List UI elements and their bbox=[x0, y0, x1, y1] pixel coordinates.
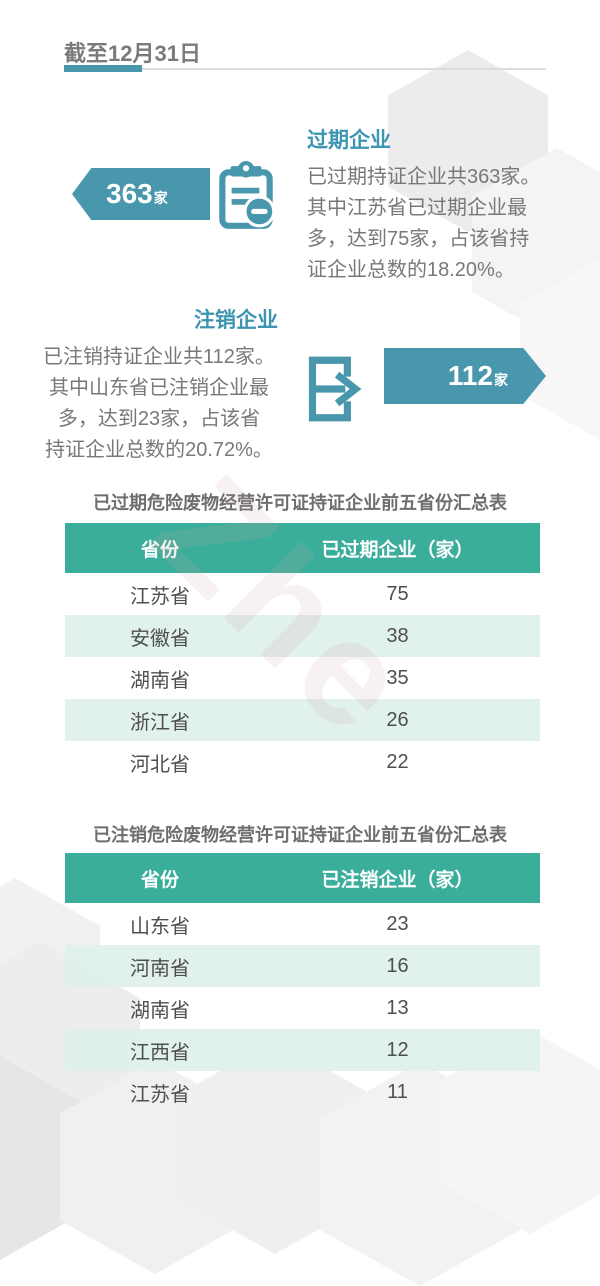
expired-count: 363 bbox=[106, 178, 153, 209]
expired-table-title: 已过期危险废物经营许可证持证企业前五省份汇总表 bbox=[93, 493, 507, 513]
value-cell: 23 bbox=[386, 912, 409, 935]
cancelled-desc-line: 其中山东省已注销企业最 bbox=[49, 377, 269, 399]
date-label: 截至12月31日 bbox=[64, 41, 201, 66]
table-row: 江苏省 75 bbox=[65, 573, 540, 615]
table-row: 湖南省 35 bbox=[65, 657, 540, 699]
value-cell: 11 bbox=[387, 1080, 408, 1103]
value-cell: 22 bbox=[386, 750, 409, 773]
value-cell: 75 bbox=[386, 582, 409, 605]
table-row: 河南省 16 bbox=[65, 945, 540, 987]
column-header-expired-count: 已过期企业（家） bbox=[321, 539, 474, 561]
table-row: 湖南省 13 bbox=[65, 987, 540, 1029]
cancelled-count: 112 bbox=[447, 360, 493, 391]
province-cell: 江西省 bbox=[130, 1041, 190, 1064]
expired-desc-line: 已过期持证企业共363家。 bbox=[307, 166, 541, 188]
header-divider-line bbox=[64, 68, 546, 70]
cancelled-section-description: 已注销持证企业共112家。 其中山东省已注销企业最 多，达到23家，占该省 持证… bbox=[30, 342, 288, 466]
value-cell: 26 bbox=[386, 708, 409, 731]
province-cell: 江苏省 bbox=[130, 1083, 190, 1106]
cancelled-desc-line: 已注销持证企业共112家。 bbox=[43, 346, 275, 368]
value-cell: 35 bbox=[386, 666, 409, 689]
column-header-province: 省份 bbox=[140, 869, 179, 891]
value-cell: 13 bbox=[386, 996, 409, 1019]
expired-section-description: 已过期持证企业共363家。 其中江苏省已过期企业最 多，达到75家，占该省持 证… bbox=[307, 162, 559, 286]
expired-count-unit: 家 bbox=[153, 190, 168, 206]
table-row: 江苏省 11 bbox=[65, 1071, 540, 1113]
expired-desc-line: 其中江苏省已过期企业最 bbox=[307, 197, 527, 219]
value-cell: 12 bbox=[386, 1038, 409, 1061]
expired-count-banner: 363 家 bbox=[72, 168, 210, 220]
header-divider-accent bbox=[64, 65, 142, 72]
cancelled-count-unit: 家 bbox=[494, 372, 508, 388]
expired-desc-line: 多，达到75家，占该省持 bbox=[307, 228, 530, 250]
table-row: 安徽省 38 bbox=[65, 615, 540, 657]
cancelled-table-header-row: 省份 已注销企业（家） bbox=[65, 853, 540, 903]
province-cell: 河南省 bbox=[130, 957, 190, 980]
province-cell: 湖南省 bbox=[130, 999, 190, 1022]
table-row: 江西省 12 bbox=[65, 1029, 540, 1071]
province-cell: 山东省 bbox=[130, 915, 190, 938]
expired-desc-line: 证企业总数的18.20%。 bbox=[307, 259, 515, 281]
expired-section-heading: 过期企业 bbox=[307, 129, 391, 152]
table-row: 山东省 23 bbox=[65, 903, 540, 945]
cancelled-table-title: 已注销危险废物经营许可证持证企业前五省份汇总表 bbox=[93, 825, 507, 845]
cancelled-section-heading: 注销企业 bbox=[194, 309, 278, 332]
cancelled-count-banner: 112 家 bbox=[384, 348, 546, 404]
cancelled-desc-line: 持证企业总数的20.72%。 bbox=[45, 439, 273, 461]
table-row: 浙江省 26 bbox=[65, 699, 540, 741]
table-row: 河北省 22 bbox=[65, 741, 540, 783]
value-cell: 16 bbox=[386, 954, 409, 977]
cancelled-table: 省份 已注销企业（家） 山东省 23 河南省 16 湖南省 13 江西省 12 … bbox=[65, 853, 540, 1113]
province-cell: 浙江省 bbox=[130, 711, 190, 734]
province-cell: 湖南省 bbox=[130, 669, 190, 692]
expired-table-header-row: 省份 已过期企业（家） bbox=[65, 523, 540, 573]
clipboard-minus-icon bbox=[216, 160, 276, 237]
province-cell: 河北省 bbox=[130, 753, 190, 776]
value-cell: 38 bbox=[386, 624, 409, 647]
exit-arrow-icon bbox=[302, 350, 364, 433]
column-header-cancelled-count: 已注销企业（家） bbox=[321, 869, 474, 891]
cancelled-desc-line: 多，达到23家，占该省 bbox=[57, 408, 261, 430]
expired-table: 省份 已过期企业（家） 江苏省 75 安徽省 38 湖南省 35 浙江省 26 … bbox=[65, 523, 540, 783]
province-cell: 江苏省 bbox=[130, 585, 190, 608]
province-cell: 安徽省 bbox=[130, 627, 190, 650]
column-header-province: 省份 bbox=[140, 539, 179, 561]
